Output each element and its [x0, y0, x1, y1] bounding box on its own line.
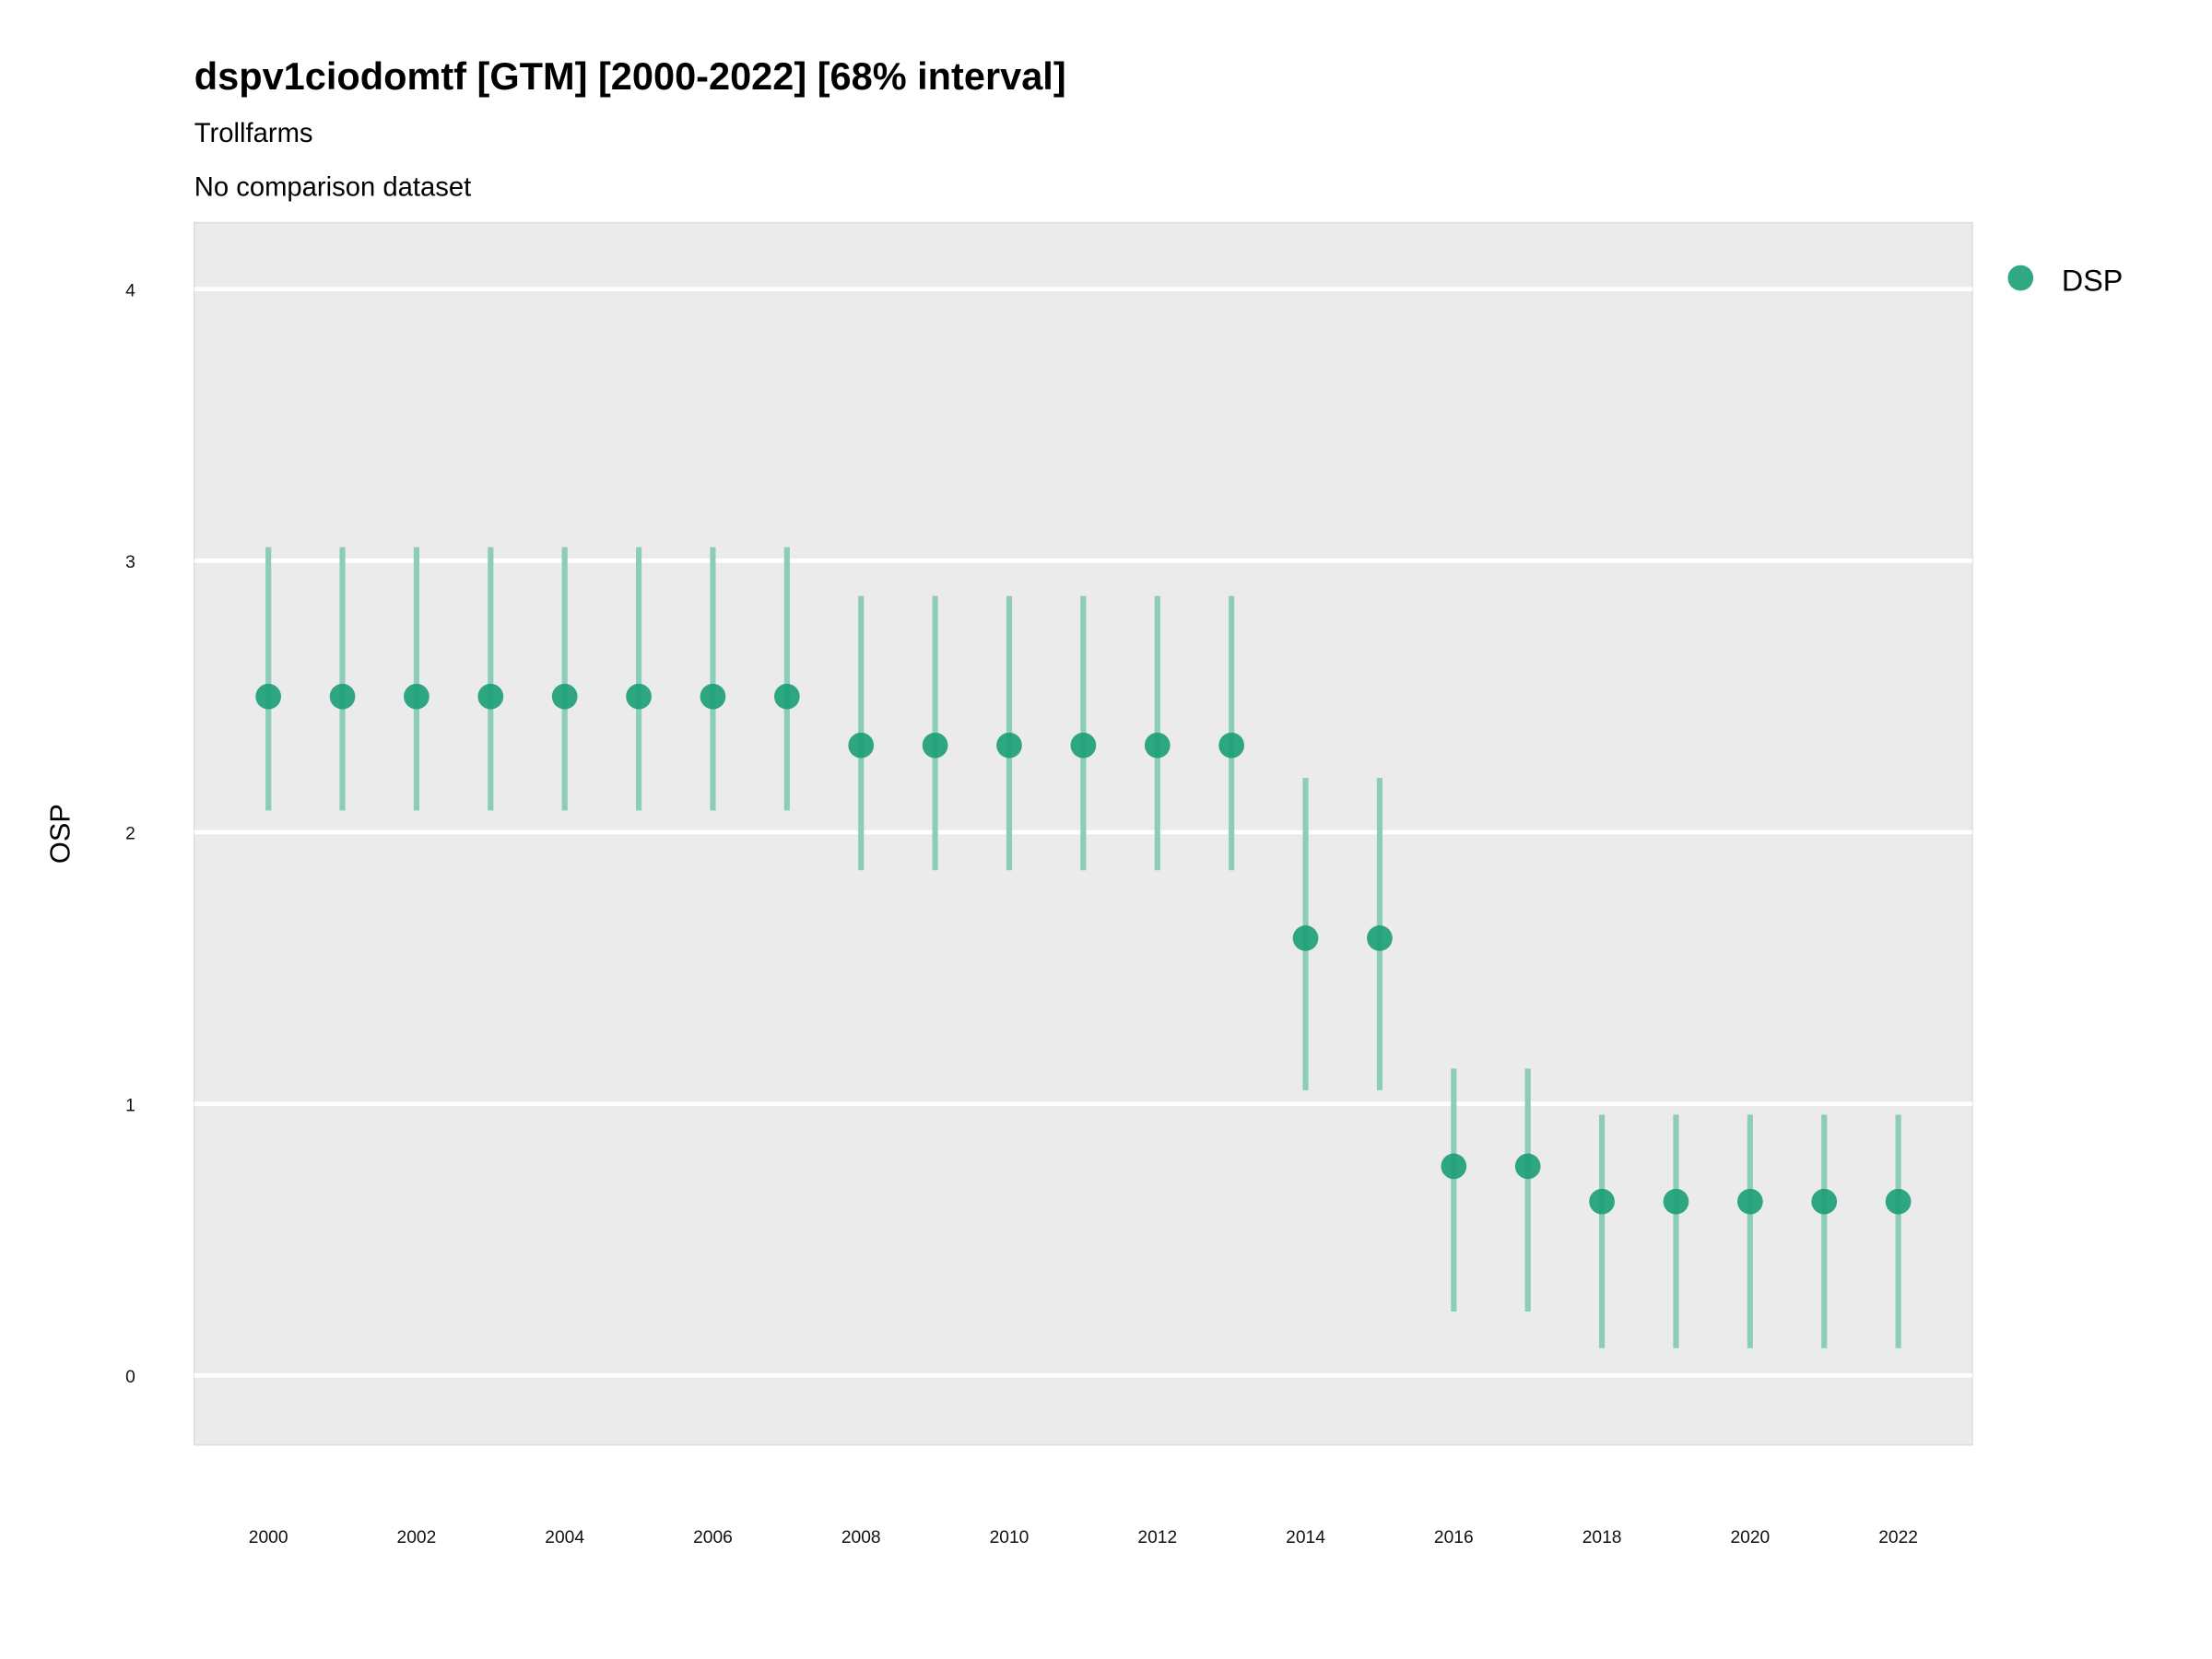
data-point — [1441, 1153, 1467, 1180]
data-point — [1589, 1188, 1615, 1215]
legend: DSP — [2007, 264, 2123, 297]
data-point — [477, 683, 504, 710]
data-point — [1367, 925, 1393, 951]
x-tick-label: 2016 — [1434, 1528, 1474, 1547]
y-tick-label: 0 — [125, 1368, 135, 1387]
x-tick-label: 2008 — [841, 1528, 881, 1547]
data-point — [329, 683, 356, 710]
x-tick-label: 2006 — [693, 1528, 733, 1547]
data-point — [1663, 1188, 1689, 1215]
data-point — [404, 683, 429, 710]
x-tick-label: 2020 — [1730, 1528, 1770, 1547]
y-tick-label: 4 — [125, 281, 135, 300]
data-point — [1144, 732, 1171, 759]
data-point — [551, 683, 578, 710]
data-point — [700, 683, 726, 710]
data-point — [1885, 1188, 1912, 1215]
y-axis-label: OSP — [43, 804, 76, 864]
x-tick-label: 2012 — [1137, 1528, 1177, 1547]
x-tick-label: 2014 — [1286, 1528, 1325, 1547]
data-point — [1070, 732, 1097, 759]
data-point — [1218, 732, 1244, 759]
x-tick-label: 2002 — [397, 1528, 437, 1547]
x-tick-labels: 2000 2002 2004 2006 2008 2010 2012 2014 2016 2018… — [249, 1528, 1918, 1547]
legend-label-dsp: DSP — [2062, 264, 2123, 297]
data-point — [774, 683, 800, 710]
data-point — [626, 683, 652, 710]
chart-title: dspv1ciodomtf [GTM] [2000-2022] [68% int… — [194, 54, 1066, 98]
y-tick-label: 1 — [125, 1096, 135, 1115]
data-point — [848, 732, 875, 759]
x-tick-label: 2022 — [1878, 1528, 1918, 1547]
x-tick-label: 2010 — [990, 1528, 1030, 1547]
chart-subtitle: Trollfarms — [194, 119, 313, 148]
data-point — [996, 732, 1022, 759]
data-point — [1514, 1153, 1541, 1180]
data-point — [1292, 925, 1319, 951]
x-tick-label: 2000 — [249, 1528, 288, 1547]
x-tick-label: 2004 — [545, 1528, 584, 1547]
data-point — [1811, 1188, 1838, 1215]
y-tick-label: 3 — [125, 553, 135, 572]
data-point — [922, 732, 948, 759]
y-tick-label: 2 — [125, 825, 135, 844]
data-marks — [255, 547, 1912, 1348]
y-tick-labels: 0 1 2 3 4 — [125, 281, 135, 1387]
x-tick-label: 2018 — [1583, 1528, 1622, 1547]
legend-key-dsp — [2007, 265, 2034, 291]
data-point — [255, 683, 281, 710]
data-point — [1737, 1188, 1763, 1215]
chart-caption: No comparison dataset — [194, 172, 471, 202]
gridlines — [194, 287, 1972, 1378]
